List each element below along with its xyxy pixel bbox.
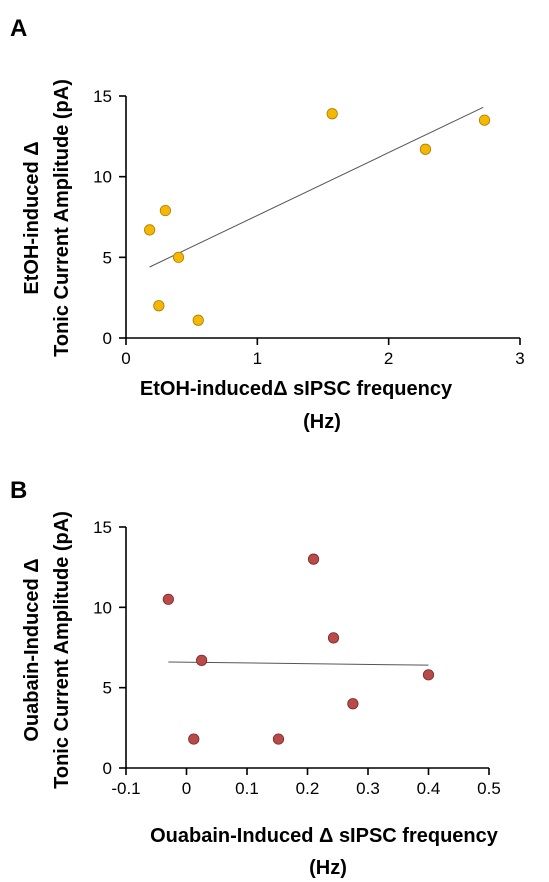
y-tick-label: 5 xyxy=(103,248,112,267)
data-point xyxy=(478,114,491,126)
y-tick-label: 5 xyxy=(103,679,112,698)
x-axis-title-line1: Ouabain-Induced Δ sIPSC frequency xyxy=(150,825,499,847)
y-tick-label: 15 xyxy=(93,518,112,537)
x-tick-label: 2 xyxy=(384,349,393,368)
x-tick-label: -0.1 xyxy=(111,779,140,798)
data-point xyxy=(172,251,185,263)
x-tick-label: 0.3 xyxy=(356,779,380,798)
data-point xyxy=(188,733,200,745)
y-axis-title-line2: Tonic Current Amplitude (pA) xyxy=(51,79,73,357)
data-point xyxy=(422,669,435,681)
data-point xyxy=(272,733,285,745)
y-tick-label: 0 xyxy=(103,759,112,778)
x-tick-label: 3 xyxy=(515,349,524,368)
trend-line xyxy=(149,106,484,268)
data-point xyxy=(326,108,338,120)
data-point xyxy=(153,300,165,312)
x-tick-label: 0.1 xyxy=(235,779,259,798)
y-axis-title-line2: Tonic Current Amplitude (pA) xyxy=(51,511,73,789)
x-tick-label: 0.4 xyxy=(417,779,441,798)
data-point xyxy=(144,224,156,236)
y-tick-label: 10 xyxy=(93,598,112,617)
panel-label: A xyxy=(10,15,27,42)
chart-panel-a: A 0 5 10 15 0 1 2 3 EtOH-induced Δ Tonic Current A… xyxy=(10,15,525,433)
trend-line xyxy=(168,661,429,666)
data-point xyxy=(419,143,432,155)
data-point xyxy=(192,314,204,326)
data-point xyxy=(327,632,340,644)
x-tick-label: 1 xyxy=(253,349,262,368)
y-axis-title-line1: Ouabain-Induced Δ xyxy=(21,558,43,741)
x-axis-title-line1: EtOH-inducedΔ sIPSC frequency xyxy=(140,378,453,400)
x-tick-label: 0.5 xyxy=(477,779,501,798)
panel-label: B xyxy=(10,477,27,504)
x-tick-label: 0 xyxy=(182,779,191,798)
data-point xyxy=(159,204,171,217)
x-axis-title-line2: (Hz) xyxy=(303,411,341,433)
data-point xyxy=(307,553,320,565)
y-tick-label: 0 xyxy=(103,329,112,348)
y-tick-label: 15 xyxy=(93,87,112,106)
x-tick-label: 0.2 xyxy=(296,779,320,798)
data-point xyxy=(196,654,208,666)
x-tick-label: 0 xyxy=(121,349,130,368)
data-point xyxy=(162,593,174,605)
data-point xyxy=(347,698,359,710)
x-axis-title-line2: (Hz) xyxy=(309,857,347,879)
y-axis-title-line1: EtOH-induced Δ xyxy=(21,141,43,294)
y-tick-label: 10 xyxy=(93,168,112,187)
